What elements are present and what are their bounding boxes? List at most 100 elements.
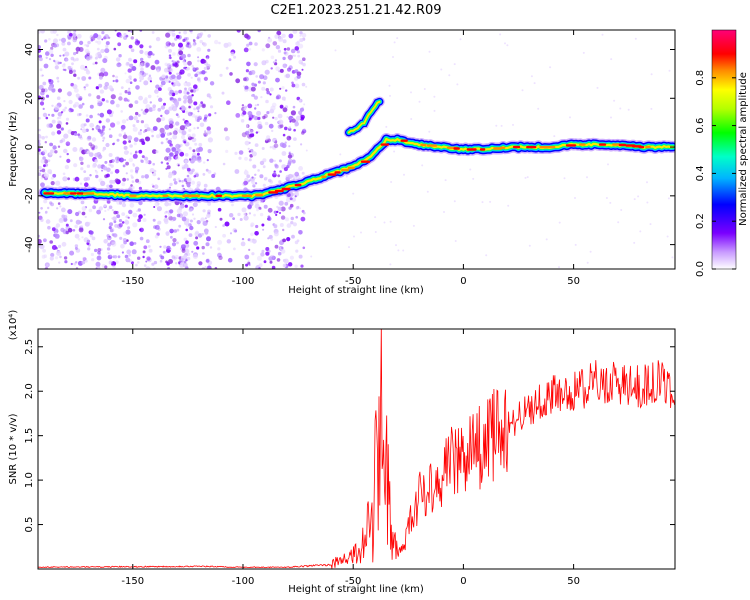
noise-point [183,141,187,144]
noise-point [453,200,456,203]
noise-point [294,46,300,51]
noise-point [175,113,179,116]
noise-point [45,51,50,56]
noise-point [108,128,111,131]
noise-point [469,168,472,171]
x-tick-label: 50 [567,576,580,587]
noise-point [348,246,350,249]
noise-point [254,42,258,46]
y-tick-label: 40 [24,43,35,56]
noise-point [147,257,152,263]
noise-point [171,82,174,85]
noise-point [80,200,85,205]
noise-point [67,91,72,97]
noise-point [163,245,167,249]
noise-point [271,129,274,133]
noise-point [282,56,286,61]
noise-point [132,222,138,228]
noise-point [140,67,144,72]
noise-point [87,247,91,251]
noise-point [284,51,289,56]
noise-point [85,83,89,87]
noise-point [247,147,250,150]
noise-point [72,30,75,33]
noise-point [120,86,124,89]
noise-point [198,261,203,266]
noise-point [148,74,152,77]
noise-point [198,104,202,108]
noise-point [264,176,268,181]
noise-point [145,160,149,164]
noise-point [106,247,111,251]
noise-point [149,101,152,104]
noise-point [65,117,70,121]
noise-point [102,125,106,129]
noise-point [112,216,117,221]
noise-point [284,201,289,206]
noise-point [153,225,157,229]
noise-point [285,197,291,203]
noise-point [574,243,577,246]
noise-point [288,126,292,129]
noise-point [125,172,128,175]
noise-point [74,233,80,239]
noise-point [168,91,173,96]
noise-point [160,84,163,88]
noise-point [278,200,284,206]
noise-point [172,170,175,173]
noise-point [243,215,249,221]
noise-point [50,202,54,207]
noise-point [251,82,255,87]
noise-point [64,68,67,72]
noise-point [181,135,185,140]
noise-point [298,230,303,235]
noise-point [87,135,92,140]
noise-point [192,149,196,153]
noise-point [273,171,277,175]
noise-point [178,42,183,48]
noise-point [42,81,47,86]
noise-point [627,108,630,111]
noise-point [223,127,228,132]
noise-point [303,128,306,131]
noise-point [56,207,59,210]
noise-point [72,37,77,42]
noise-point [196,47,202,52]
noise-point [246,124,249,128]
noise-point [184,159,188,164]
noise-point [43,199,48,204]
noise-point [180,204,185,209]
noise-point [124,254,129,259]
noise-point [291,118,296,123]
noise-point [170,235,173,239]
noise-point [282,107,288,113]
noise-point [151,31,155,34]
noise-point [95,174,99,179]
noise-point [110,99,115,105]
x-tick-label: 0 [460,276,466,287]
noise-point [243,77,247,82]
noise-point [276,94,281,100]
noise-point [168,215,173,221]
noise-point [84,48,90,54]
noise-point [38,116,41,120]
noise-point [301,32,307,38]
noise-point [258,206,262,210]
noise-point [84,44,87,47]
noise-point [103,71,109,77]
noise-point [126,62,130,66]
noise-point [81,236,84,239]
noise-point [72,229,76,232]
noise-point [131,249,137,255]
noise-point [504,42,506,45]
noise-point [206,236,211,242]
noise-point [262,165,266,169]
noise-point [122,177,126,182]
noise-point [186,82,191,87]
noise-point [75,211,80,217]
noise-point [74,244,79,248]
noise-point [192,202,198,208]
noise-point [601,33,604,36]
noise-point [167,158,171,162]
noise-point [143,264,147,267]
